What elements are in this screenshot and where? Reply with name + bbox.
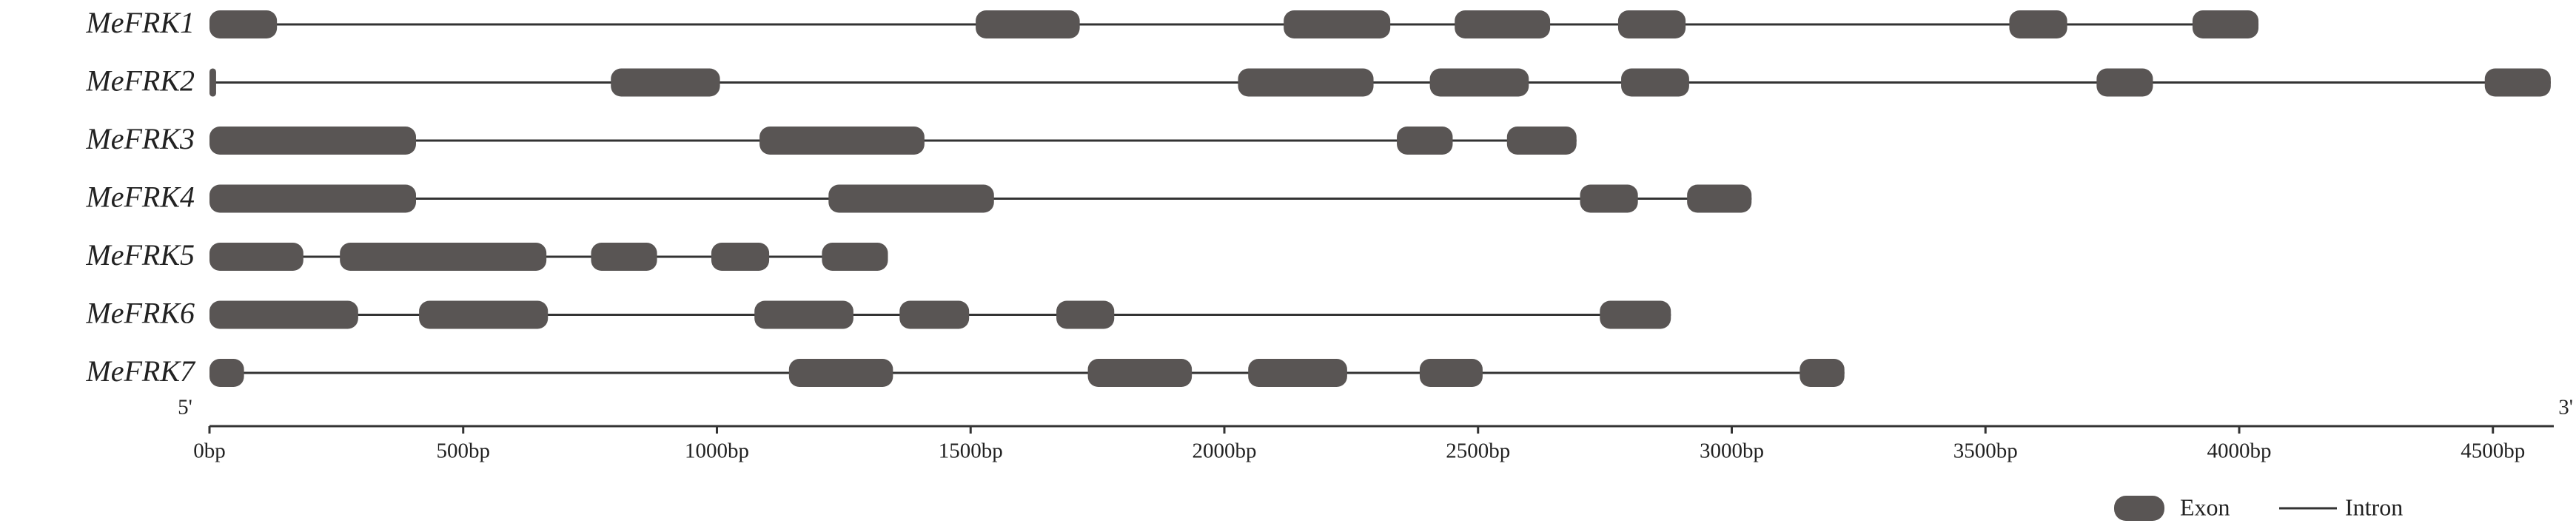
three-prime-label: 3' bbox=[2558, 396, 2573, 420]
x-tick-label: 2500bp bbox=[1446, 439, 1510, 463]
exon bbox=[1429, 68, 1529, 97]
x-tick-label: 4000bp bbox=[2207, 439, 2271, 463]
exon bbox=[711, 243, 770, 271]
exon bbox=[209, 184, 416, 213]
exon bbox=[1419, 359, 1483, 387]
x-tick-label: 3500bp bbox=[1953, 439, 2018, 463]
exon bbox=[340, 243, 547, 271]
x-tick-label: 1000bp bbox=[685, 439, 749, 463]
gene-label: MeFRK1 bbox=[85, 6, 195, 39]
exon bbox=[1617, 10, 1686, 38]
exon bbox=[209, 300, 358, 329]
exon bbox=[1087, 359, 1193, 387]
gene-label: MeFRK2 bbox=[85, 64, 195, 98]
exon bbox=[611, 68, 720, 97]
exon bbox=[2096, 68, 2153, 97]
exon bbox=[1248, 359, 1347, 387]
exon bbox=[1397, 127, 1453, 155]
gene-label: MeFRK3 bbox=[85, 122, 195, 155]
gene-label: MeFRK4 bbox=[85, 181, 195, 214]
exon bbox=[759, 127, 925, 155]
exon bbox=[1621, 68, 1689, 97]
exon bbox=[1056, 300, 1115, 329]
exon bbox=[788, 359, 893, 387]
x-tick-label: 2000bp bbox=[1192, 439, 1256, 463]
legend-exon-swatch bbox=[2114, 496, 2164, 521]
x-tick-label: 1500bp bbox=[939, 439, 1003, 463]
exon bbox=[209, 359, 244, 387]
exon bbox=[822, 243, 888, 271]
exon bbox=[1799, 359, 1845, 387]
exon bbox=[2484, 68, 2551, 97]
exon bbox=[1238, 68, 1374, 97]
exon bbox=[209, 127, 416, 155]
legend-intron-label: Intron bbox=[2345, 493, 2403, 520]
exon bbox=[2192, 10, 2259, 38]
exon bbox=[1687, 184, 1752, 213]
exon bbox=[591, 243, 657, 271]
x-tick-label: 3000bp bbox=[1700, 439, 1764, 463]
exon bbox=[1455, 10, 1551, 38]
exon bbox=[754, 300, 853, 329]
gene-label: MeFRK5 bbox=[85, 238, 195, 272]
x-tick-label: 0bp bbox=[193, 439, 226, 463]
exon bbox=[2009, 10, 2067, 38]
exon bbox=[209, 243, 303, 271]
gene-label: MeFRK6 bbox=[85, 297, 195, 330]
five-prime-label: 5' bbox=[178, 396, 192, 420]
gene-label: MeFRK7 bbox=[85, 354, 196, 388]
x-tick-label: 4500bp bbox=[2461, 439, 2525, 463]
exon bbox=[899, 300, 970, 329]
x-tick-label: 500bp bbox=[436, 439, 490, 463]
exon bbox=[1580, 184, 1638, 213]
exon bbox=[209, 10, 278, 38]
exon bbox=[1284, 10, 1391, 38]
exon bbox=[209, 68, 216, 97]
exon bbox=[828, 184, 994, 213]
exon bbox=[976, 10, 1080, 38]
exon bbox=[1506, 127, 1577, 155]
legend-exon-label: Exon bbox=[2180, 493, 2230, 520]
exon bbox=[419, 300, 549, 329]
exon bbox=[1600, 300, 1671, 329]
